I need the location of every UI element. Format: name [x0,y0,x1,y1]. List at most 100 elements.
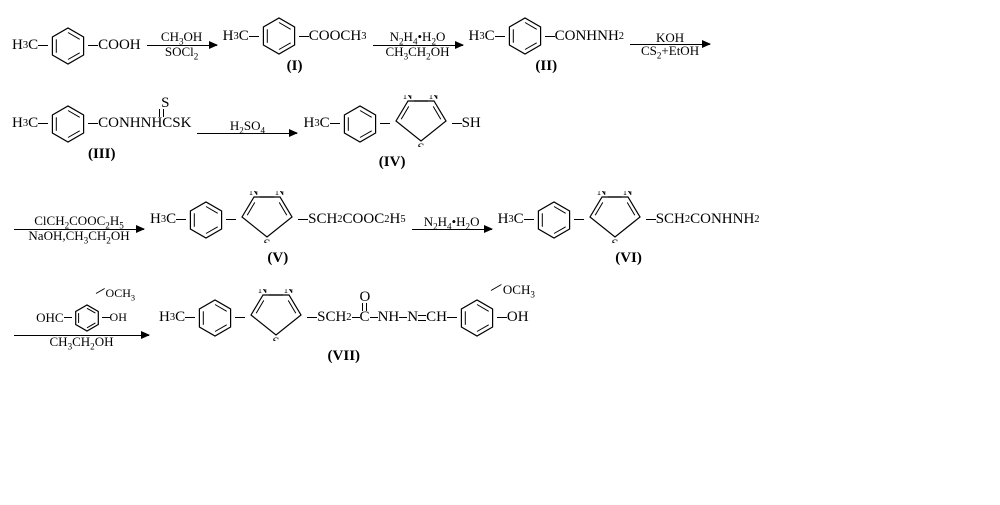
bond [380,123,390,124]
frag-oh: OH [507,309,529,326]
benzene-ring [72,303,102,333]
s-dbond-lines [159,109,165,119]
bond [299,36,309,37]
arrow-bot: SOCl2 [165,44,198,62]
svg-text:N: N [429,95,439,102]
arrow-line [197,133,297,134]
mol-VI: H3C N N S SCH2CONHNH2 (VI) [498,191,760,267]
svg-text:S: S [611,236,618,243]
mol-II: H3C CONHNH2 (II) [469,16,625,75]
bond [352,317,360,318]
bond [226,219,236,220]
bond [38,45,48,46]
frag-h3c: H3C [223,28,249,45]
arrow-2: N2H4•H2O CH3CH2OH [373,29,463,61]
mol-I: H3C COOCH3 (I) [223,16,367,75]
arrow-bot: NaOH,CH3CH2OH [28,228,129,246]
frag-sch2conhnh2: SCH2CONHNH2 [656,211,760,228]
frag-h3c: H3C [498,211,524,228]
svg-text:N: N [258,289,268,296]
mol-V: H3C N N S SCH2COOC2H5 (V) [150,191,406,267]
reaction-row-3: ClCH2COOC2H5 NaOH,CH3CH2OH H3C N N S SCH… [10,191,990,267]
thiadiazole-ring: N N S [236,191,298,248]
arrow-6: N2H4•H2O [412,214,492,245]
frag-h3c: H3C [12,115,38,132]
benzene-ring [340,104,380,144]
arrow-line [412,229,492,230]
bond [88,45,98,46]
bond [176,219,186,220]
frag-n: N [407,309,418,326]
benzene-ring [186,200,226,240]
frag-nh: NH [378,309,400,326]
arrow-7: OHC OCH3 OH CH3CH2OH [14,303,149,352]
label-IV: (IV) [379,154,406,171]
arrow-3: KOH CS2+EtOH [630,30,710,61]
svg-text:N: N [597,191,607,198]
reaction-row-1: H3C COOH CH3OH SOCl2 H3C COOCH3 (I) N2H4… [10,16,990,75]
arrow-bot: CS2+EtOH [641,43,699,61]
arrow-line [630,44,710,45]
svg-text:S: S [263,236,270,243]
benzene-ring [48,26,88,66]
arrow-bot: CH3CH2OH [50,334,114,352]
arrow-line [14,229,144,230]
bond [88,123,98,124]
thiadiazole-ring: N N S [390,95,452,152]
frag-conhnhcsk: CONHNHCSK S [98,115,191,132]
bond [370,317,378,318]
bond [307,317,317,318]
arrow-line [14,335,149,336]
arrow-bot [450,228,453,244]
bond [399,317,407,318]
frag-conhnh2: CONHNH2 [555,28,624,45]
mol-p-toluic-acid: H3C COOH [12,26,141,66]
o-dbond [362,303,368,311]
frag-h3c: H3C [150,211,176,228]
bond [235,317,245,318]
arrow-top-vanillin: OHC OCH3 OH [36,303,127,333]
arrow-bot [246,132,249,148]
bond [298,219,308,220]
och3-branch: OCH3 [491,282,535,300]
frag-sch2cooc2h5: SCH2COOC2H5 [308,211,405,228]
svg-text:S: S [272,334,279,341]
benzene-ring [505,16,545,56]
arrow-5: ClCH2COOC2H5 NaOH,CH3CH2OH [14,213,144,245]
frag-sh: SH [462,115,481,132]
thiadiazole-ring: N N S [245,289,307,346]
label-I: (I) [287,58,303,75]
benzene-ring [259,16,299,56]
label-VII: (VII) [328,348,361,365]
bond [646,219,656,220]
bond [185,317,195,318]
svg-text:N: N [284,289,294,296]
label-III: (III) [88,146,116,163]
benzene-ring [195,298,235,338]
bond [545,36,555,37]
frag-h3c: H3C [469,28,495,45]
svg-text:N: N [403,95,413,102]
dbond [418,312,426,324]
frag-carbonyl: C O [360,309,370,326]
label-VI: (VI) [615,250,642,267]
svg-text:N: N [249,191,259,198]
arrow-bot: CH3CH2OH [386,44,450,62]
svg-text:S: S [417,140,424,147]
frag-ch: CH [426,309,447,326]
bond [497,317,507,318]
benzene-ring [534,200,574,240]
mol-III: H3C CONHNHCSK S (III) [12,104,191,163]
frag-h3c: H3C [159,309,185,326]
frag-h3c: H3C [303,115,329,132]
benzene-ring [48,104,88,144]
mol-VII: H3C N N S SCH2 C O NH N [159,289,529,365]
reaction-row-4: OHC OCH3 OH CH3CH2OH H3C N N S [10,289,990,365]
arrow-1: CH3OH SOCl2 [147,29,217,61]
bond [249,36,259,37]
thiadiazole-ring: N N S [584,191,646,248]
label-V: (V) [267,250,288,267]
bond [524,219,534,220]
frag-cooh: COOH [98,37,141,54]
frag-cooch3: COOCH3 [309,28,367,45]
